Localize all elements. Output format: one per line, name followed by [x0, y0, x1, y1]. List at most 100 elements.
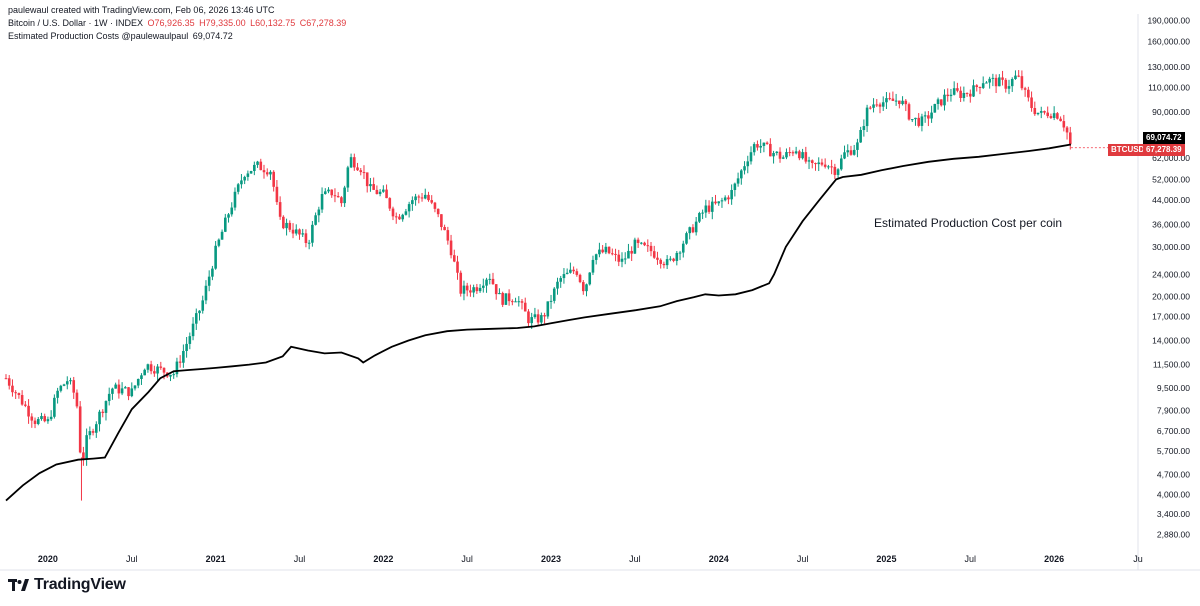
symbol-name: Bitcoin / U.S. Dollar · 1W · INDEX [8, 18, 144, 28]
y-tick-label: 2,880.00 [1157, 530, 1190, 540]
candle-body [681, 243, 685, 253]
candle-body [636, 239, 640, 243]
candle-body [265, 172, 269, 175]
candle-body [7, 378, 11, 386]
y-tick-label: 5,700.00 [1157, 446, 1190, 456]
candle-body [188, 336, 192, 344]
candle-body [943, 94, 946, 106]
candle-body [549, 300, 553, 302]
candle-body [133, 385, 137, 389]
candle-body [1010, 79, 1014, 87]
candle-body [1007, 86, 1011, 89]
candle-body [62, 384, 66, 386]
candle-body [378, 191, 382, 195]
candle-body [336, 196, 340, 198]
candle-body [288, 222, 292, 230]
candle-body [20, 395, 24, 405]
y-tick-label: 36,000.00 [1152, 220, 1190, 230]
y-tick-label: 44,000.00 [1152, 195, 1190, 205]
candle-body [11, 385, 14, 393]
candle-body [194, 313, 198, 324]
candle-body [965, 92, 969, 94]
candle-body [291, 229, 295, 234]
candle-body [956, 88, 959, 91]
y-tick-label: 11,500.00 [1153, 360, 1190, 370]
candle-body [414, 196, 417, 201]
x-tick-label: 2020 [38, 554, 58, 564]
candle-body [65, 381, 69, 385]
candle-body [778, 151, 782, 159]
candle-body [488, 278, 492, 280]
candle-body [827, 166, 830, 168]
candle-body [798, 151, 801, 159]
candle-body [1017, 75, 1020, 77]
candle-body [998, 77, 1001, 87]
candle-body [246, 173, 250, 177]
candle-body [101, 411, 105, 413]
candle-body [317, 209, 321, 216]
candle-body [36, 419, 40, 424]
candle-body [514, 301, 517, 303]
candle-body [898, 100, 901, 105]
candle-body [988, 78, 991, 83]
candle-body [833, 166, 837, 175]
candle-body [1059, 118, 1062, 122]
candle-body [72, 380, 76, 393]
y-tick-label: 24,000.00 [1152, 269, 1190, 279]
candle-body [627, 250, 630, 259]
candle-body [169, 374, 172, 377]
candle-body [282, 216, 285, 229]
candle-body [211, 268, 214, 277]
candle-body [382, 189, 385, 192]
candle-body [894, 100, 898, 102]
candle-body [914, 117, 917, 120]
candle-body [88, 431, 92, 436]
tradingview-logo[interactable]: TradingView [8, 576, 126, 594]
candle-body [659, 259, 662, 264]
candle-body [578, 274, 582, 283]
candle-body [607, 246, 611, 254]
candle-body [253, 164, 256, 172]
candle-body [1020, 76, 1024, 89]
candle-body [572, 269, 575, 272]
candle-body [443, 227, 446, 231]
candle-body [585, 284, 588, 292]
candle-body [527, 311, 530, 324]
y-tick-label: 4,000.00 [1157, 489, 1190, 499]
candle-body [224, 217, 227, 232]
candle-body [823, 164, 827, 167]
candle-body [817, 162, 821, 165]
candle-body [556, 281, 559, 289]
candle-body [559, 278, 563, 282]
candle-body [665, 259, 669, 266]
candle-body [859, 130, 862, 143]
candle-body [991, 77, 995, 79]
candle-body [143, 369, 146, 376]
candle-body [985, 82, 988, 84]
candle-body [30, 416, 34, 421]
candle-body [449, 240, 453, 256]
x-tick-label: 2023 [541, 554, 561, 564]
candle-body [620, 258, 624, 262]
candle-body [630, 250, 633, 254]
indicator-line: Estimated Production Costs @paulewaulpau… [8, 30, 348, 43]
candle-body [781, 157, 785, 159]
candle-body [591, 259, 595, 273]
candle-body [923, 115, 927, 117]
candle-body [820, 162, 824, 165]
candle-body [404, 211, 408, 215]
candle-body [936, 99, 940, 104]
candle-body [888, 98, 891, 100]
y-tick-label: 6,700.00 [1157, 426, 1190, 436]
y-tick-label: 4,700.00 [1157, 469, 1190, 479]
candle-body [24, 404, 27, 406]
candle-body [801, 152, 804, 159]
candle-body [543, 315, 546, 317]
candle-body [656, 257, 659, 260]
candle-body [240, 180, 243, 185]
candle-body [810, 160, 814, 163]
candle-body [369, 184, 372, 187]
candle-body [765, 142, 769, 144]
candle-body [611, 253, 614, 255]
